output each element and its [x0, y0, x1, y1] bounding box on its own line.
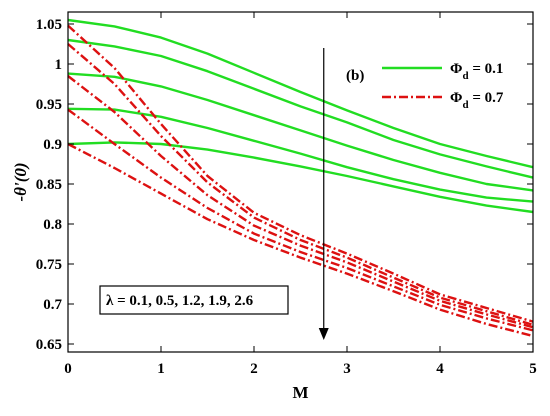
x-tick-label: 5 — [529, 361, 537, 377]
annotation-box — [99, 285, 289, 315]
legend-subscript: d — [462, 70, 468, 82]
legend: Φd = 0.1 Φd = 0.7 — [382, 61, 504, 111]
legend-label-phi-0.7: Φd = 0.7 — [450, 90, 504, 111]
arrow-head — [318, 328, 329, 340]
y-tick-label: 0.8 — [43, 217, 62, 233]
series-line-phi-0.7-8 — [67, 108, 534, 332]
x-tick-label: 2 — [250, 361, 258, 377]
annotation-text: λ = 0.1, 0.5, 1.2, 1.9, 2.6 — [106, 293, 254, 309]
y-axis-label: -θ'(0) — [11, 162, 30, 201]
legend-subscript: d — [462, 99, 468, 111]
y-tick-label: 0.85 — [36, 177, 62, 193]
x-axis-label: M — [292, 383, 308, 402]
y-tick-label: 0.7 — [43, 297, 62, 313]
legend-label-phi-0.1: Φd = 0.1 — [450, 61, 503, 82]
axis-ticks: 0 1 2 3 4 5 0.65 0.7 0.75 0.8 0.85 0.9 0.95 1 1.05 — [36, 12, 537, 377]
plot-frame — [67, 11, 534, 353]
legend-value: = 0.7 — [469, 90, 504, 106]
series-line-phi-0.1-0 — [67, 18, 534, 169]
lambda-annotation: λ = 0.1, 0.5, 1.2, 1.9, 2.6 — [99, 285, 289, 315]
x-tick-label: 4 — [436, 361, 444, 377]
series-line-phi-0.1-3 — [67, 107, 534, 203]
y-tick-label: 0.9 — [43, 137, 62, 153]
series-line-phi-0.7-6 — [67, 43, 534, 326]
x-tick-label: 1 — [157, 361, 165, 377]
y-tick-label: 0.75 — [36, 257, 62, 273]
series-line-phi-0.1-4 — [67, 141, 534, 214]
x-tick-label: 3 — [343, 361, 351, 377]
legend-symbol: Φ — [450, 61, 462, 77]
series-line-phi-0.7-7 — [67, 75, 534, 329]
legend-value: = 0.1 — [469, 61, 504, 77]
series-line-phi-0.7-5 — [67, 24, 534, 323]
y-tick-label: 0.65 — [36, 337, 62, 353]
series-line-phi-0.1-2 — [67, 72, 534, 192]
legend-symbol: Φ — [450, 90, 462, 106]
y-tick-label: 1 — [55, 57, 63, 73]
trend-arrow — [318, 48, 329, 340]
panel-label: (b) — [346, 68, 364, 84]
y-tick-label: 0.95 — [36, 97, 62, 113]
series-layer — [67, 18, 534, 338]
x-tick-label: 0 — [64, 361, 72, 377]
series-line-phi-0.1-1 — [67, 38, 534, 179]
series-line-phi-0.7-9 — [67, 142, 534, 338]
y-tick-label: 1.05 — [36, 17, 62, 33]
